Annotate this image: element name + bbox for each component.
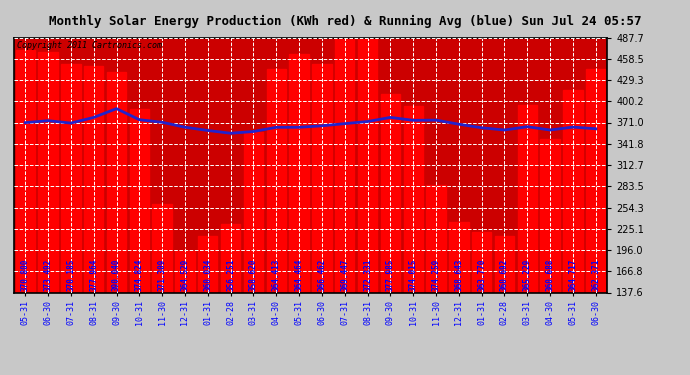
Text: 374.824: 374.824 <box>135 259 144 291</box>
Text: 365.229: 365.229 <box>523 259 532 291</box>
Bar <box>540 138 560 292</box>
Text: 364.529: 364.529 <box>181 259 190 291</box>
Text: 370.185: 370.185 <box>66 259 75 291</box>
Bar <box>563 90 582 292</box>
Bar <box>15 50 35 292</box>
Text: 364.717: 364.717 <box>569 259 578 291</box>
Bar <box>152 204 172 292</box>
Text: 366.462: 366.462 <box>317 259 326 291</box>
Text: 390.040: 390.040 <box>112 259 121 291</box>
Text: Monthly Solar Energy Production (KWh red) & Running Avg (blue) Sun Jul 24 05:57: Monthly Solar Energy Production (KWh red… <box>49 15 641 28</box>
Bar <box>175 251 195 292</box>
Text: 368.643: 368.643 <box>454 259 464 291</box>
Text: 374.259: 374.259 <box>431 259 440 291</box>
Bar <box>518 105 537 292</box>
Text: 364.413: 364.413 <box>272 259 281 291</box>
Bar <box>335 38 355 292</box>
Text: 371.309: 371.309 <box>157 259 167 291</box>
Text: 360.692: 360.692 <box>500 259 509 291</box>
Bar <box>198 236 217 292</box>
Bar <box>312 64 332 292</box>
Bar <box>358 38 377 292</box>
Bar <box>39 52 58 292</box>
Bar <box>495 236 514 292</box>
Text: 360.688: 360.688 <box>546 259 555 291</box>
Bar <box>130 109 149 292</box>
Text: 363.770: 363.770 <box>477 259 486 291</box>
Bar <box>244 132 263 292</box>
Text: 377.985: 377.985 <box>386 259 395 291</box>
Bar <box>472 232 491 292</box>
Text: 360.034: 360.034 <box>204 259 213 291</box>
Text: 362.371: 362.371 <box>591 259 600 291</box>
Text: 370.800: 370.800 <box>21 259 30 291</box>
Bar <box>449 222 469 292</box>
Bar <box>266 69 286 292</box>
Text: 356.251: 356.251 <box>226 259 235 291</box>
Bar <box>107 72 126 292</box>
Bar <box>61 64 81 292</box>
Text: 369.447: 369.447 <box>340 259 349 291</box>
Text: 358.620: 358.620 <box>249 259 258 291</box>
Bar <box>84 66 103 292</box>
Text: 372.331: 372.331 <box>363 259 372 291</box>
Text: 374.015: 374.015 <box>408 259 417 291</box>
Bar <box>381 94 400 292</box>
Bar <box>289 54 309 292</box>
Text: 364.464: 364.464 <box>295 259 304 291</box>
Text: 377.964: 377.964 <box>89 259 98 291</box>
Bar <box>426 185 446 292</box>
Bar <box>404 106 423 292</box>
Bar <box>586 69 606 292</box>
Bar <box>221 224 240 292</box>
Text: 373.492: 373.492 <box>43 259 52 291</box>
Text: Copyright 2011 Cartronics.com: Copyright 2011 Cartronics.com <box>17 41 161 50</box>
